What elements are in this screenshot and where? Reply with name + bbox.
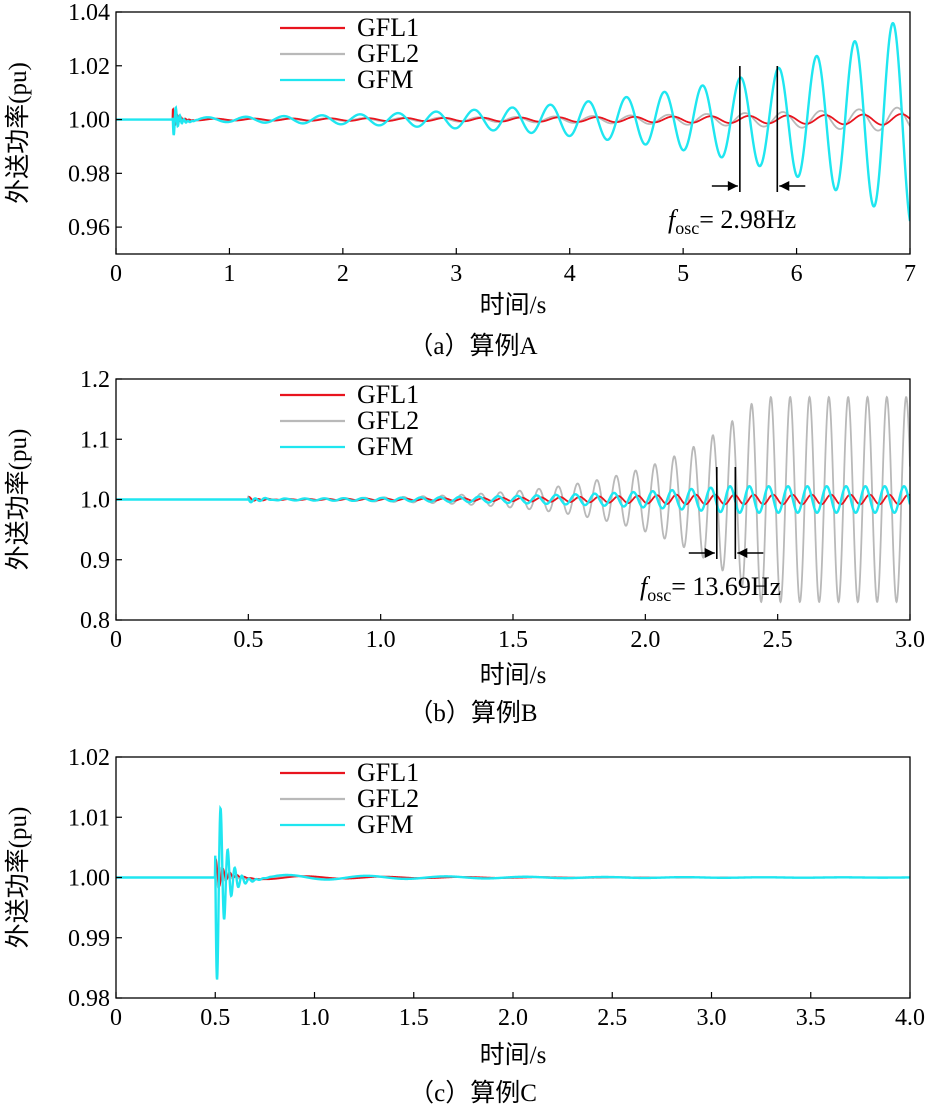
annotation-arrowhead — [727, 181, 738, 191]
x-tick-label: 3 — [450, 261, 462, 287]
y-tick-label: 1.02 — [68, 54, 110, 80]
y-tick-label: 0.9 — [80, 548, 110, 574]
x-tick-label: 2 — [337, 261, 349, 287]
x-tick-label: 4 — [564, 261, 576, 287]
y-tick-label: 0.96 — [68, 215, 110, 241]
x-tick-label: 5 — [677, 261, 689, 287]
annotation-value: = 2.98Hz — [699, 205, 796, 234]
x-tick-label: 1.5 — [399, 1005, 429, 1031]
x-tick-label: 0 — [110, 1005, 122, 1031]
chart-panel-1: 0 0.5 1.0 1.5 2.0 2.5 3.0 0.8 0.9 1.0 1.1 1.2 时间/s 外送… — [4, 367, 925, 727]
annotation-arrowhead — [779, 181, 790, 191]
legend-label: GFL1 — [357, 380, 419, 409]
y-tick-label: 1.01 — [68, 805, 110, 831]
legend-label: GFL2 — [357, 784, 419, 813]
legend-label: GFL1 — [357, 13, 419, 42]
legend-label: GFM — [357, 432, 413, 461]
y-axis-label: 外送功率(pu) — [4, 807, 32, 949]
y-tick-label: 1.02 — [68, 745, 110, 771]
x-tick-label: 1 — [223, 261, 235, 287]
series-line-gfm — [116, 21, 910, 222]
annotation-subscript: osc — [675, 218, 699, 238]
x-axis-label: 时间/s — [480, 661, 547, 689]
series-line-gfm — [116, 804, 910, 980]
x-axis-label: 时间/s — [480, 291, 547, 319]
y-tick-label: 1.00 — [68, 866, 110, 892]
chart-panel-2: 0 0.5 1.0 1.5 2.0 2.5 3.0 3.5 4.0 0.98 0.99 1.00 1.0… — [4, 745, 925, 1107]
subplot-caption: （c）算例C — [409, 1079, 537, 1107]
x-tick-label: 0 — [110, 261, 122, 287]
x-tick-label: 1.0 — [300, 1005, 330, 1031]
x-tick-label: 3.5 — [796, 1005, 826, 1031]
series-line-gfm — [116, 485, 910, 514]
chart-panel-0: 0 1 2 3 4 5 6 7 0.96 0.98 1.00 1.02 1.04 时间/s 外送功率(pu)… — [4, 0, 916, 360]
subplot-caption: （a）算例A — [408, 332, 537, 360]
annotation-value: = 13.69Hz — [671, 572, 781, 601]
x-tick-label: 2.0 — [498, 1005, 528, 1031]
x-tick-label: 2.5 — [597, 1005, 627, 1031]
annotation-label: fosc= 13.69Hz — [640, 572, 781, 605]
y-tick-label: 1.2 — [80, 367, 110, 393]
y-tick-label: 0.98 — [68, 986, 110, 1012]
annotation-arrowhead — [737, 548, 748, 558]
y-tick-label: 0.8 — [80, 608, 110, 634]
legend-label: GFM — [357, 810, 413, 839]
x-tick-label: 1.5 — [498, 627, 528, 653]
annotation-label: fosc= 2.98Hz — [668, 205, 796, 238]
y-tick-label: 1.0 — [80, 488, 110, 514]
x-axis-label: 时间/s — [480, 1041, 547, 1069]
x-tick-label: 2.0 — [630, 627, 660, 653]
x-tick-label: 1.0 — [366, 627, 396, 653]
subplot-caption: （b）算例B — [408, 699, 537, 727]
x-tick-label: 0.5 — [233, 627, 263, 653]
x-tick-label: 0.5 — [200, 1005, 230, 1031]
legend-label: GFL2 — [357, 406, 419, 435]
x-tick-label: 3.0 — [895, 627, 925, 653]
y-tick-label: 0.98 — [68, 161, 110, 187]
legend-label: GFL2 — [357, 39, 419, 68]
y-tick-label: 0.99 — [68, 926, 110, 952]
annotation-subscript: osc — [647, 585, 671, 605]
annotation-arrowhead — [704, 548, 715, 558]
y-tick-label: 1.04 — [68, 0, 110, 26]
y-tick-label: 1.00 — [68, 108, 110, 134]
legend-label: GFM — [357, 65, 413, 94]
x-tick-label: 6 — [791, 261, 803, 287]
y-axis-label: 外送功率(pu) — [4, 429, 32, 571]
y-axis-label: 外送功率(pu) — [4, 62, 32, 204]
x-tick-label: 3.0 — [697, 1005, 727, 1031]
legend-label: GFL1 — [357, 758, 419, 787]
annotation-symbol: f — [640, 572, 651, 601]
y-tick-label: 1.1 — [80, 427, 110, 453]
x-tick-label: 7 — [904, 261, 916, 287]
x-tick-label: 2.5 — [763, 627, 793, 653]
plot-frame — [115, 11, 911, 255]
x-tick-label: 0 — [110, 627, 122, 653]
x-tick-label: 4.0 — [895, 1005, 925, 1031]
annotation-symbol: f — [668, 205, 679, 234]
